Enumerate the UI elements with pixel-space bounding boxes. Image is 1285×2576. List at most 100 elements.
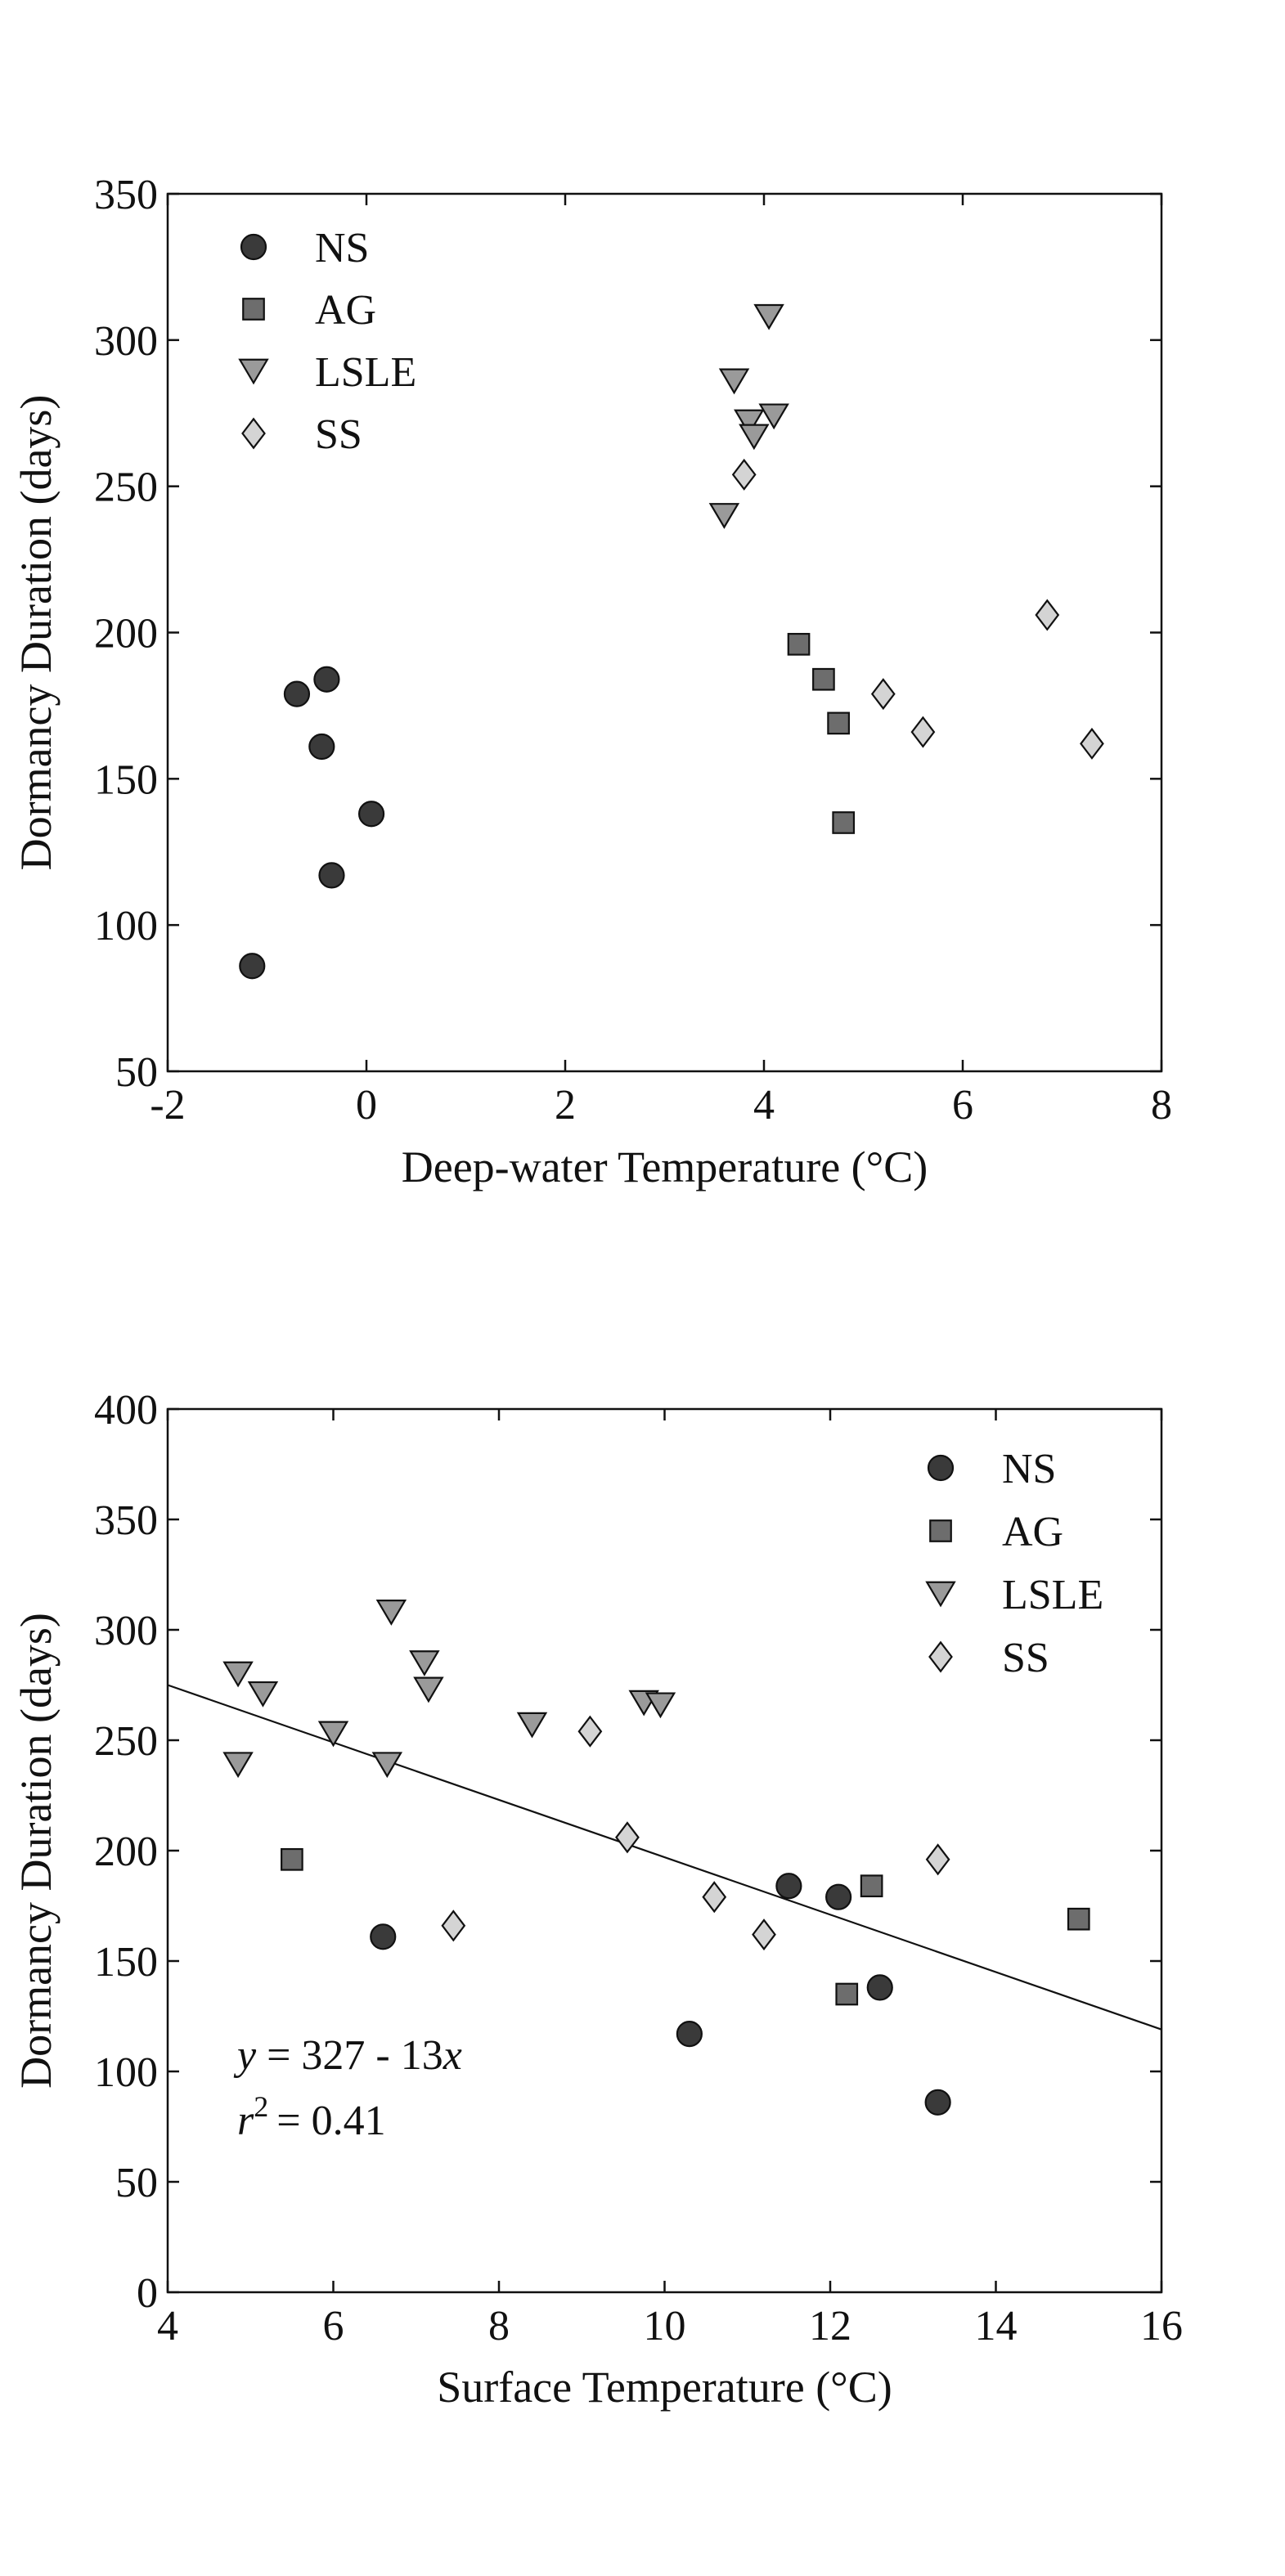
y-tick-label: 350 <box>94 172 158 218</box>
data-point-lsle <box>409 1650 440 1676</box>
legend-marker-lsle <box>925 1581 956 1608</box>
legend-label-ag: AG <box>1002 1509 1063 1555</box>
x-tick-label: 4 <box>157 2303 178 2349</box>
data-point-ns <box>318 862 345 889</box>
series-ag <box>787 632 856 834</box>
series-ss <box>731 458 1104 760</box>
x-tick-label: 6 <box>952 1082 973 1129</box>
x-axis-title: Surface Temperature (°C) <box>437 2363 892 2412</box>
data-point-lsle <box>317 1721 349 1748</box>
y-tick-label: 200 <box>94 611 158 657</box>
legend-marker-ns <box>927 1454 955 1482</box>
data-point-ag <box>832 811 856 834</box>
legend: NS AG LSLE SS <box>238 225 416 458</box>
data-point-lsle <box>516 1712 548 1739</box>
y-axis-title: Dormancy Duration (days) <box>11 395 61 871</box>
y-tick-label: 100 <box>94 903 158 949</box>
y-tick-label: 50 <box>115 2160 158 2206</box>
series-ns <box>370 1873 951 2116</box>
data-point-ns <box>924 2089 951 2116</box>
data-point-ss <box>1035 599 1060 631</box>
data-point-ns <box>866 1974 893 2001</box>
x-tick-label: 8 <box>488 2303 510 2349</box>
data-point-ag <box>835 1982 859 2006</box>
data-point-ss <box>615 1821 640 1854</box>
data-point-lsle <box>718 368 750 395</box>
y-tick-label: 300 <box>94 1608 158 1654</box>
x-tick-label: 14 <box>975 2303 1018 2349</box>
data-point-ns <box>283 680 311 707</box>
series-ns <box>239 666 385 980</box>
legend-label-ns: NS <box>1002 1446 1056 1492</box>
data-point-ss <box>925 1843 950 1876</box>
legend-marker-ag <box>242 298 265 321</box>
x-tick-label: 16 <box>1140 2303 1183 2349</box>
data-point-ag <box>827 711 850 735</box>
data-point-ss <box>752 1919 776 1951</box>
data-point-lsle <box>645 1692 676 1719</box>
data-point-lsle <box>734 409 765 436</box>
y-tick-label: 250 <box>94 464 158 511</box>
chart-surface: 4 6 8 10 12 14 16 0 50 100 150 200 250 300 350 400 Surfa… <box>11 1387 1183 2412</box>
x-tick-label: 0 <box>356 1082 377 1129</box>
series-ss <box>441 1715 950 1951</box>
y-tick-label: 400 <box>94 1387 158 1434</box>
legend-label-lsle: LSLE <box>315 349 416 396</box>
data-point-lsle <box>708 503 740 529</box>
data-point-ss <box>702 1881 727 1914</box>
series-lsle <box>708 303 789 529</box>
y-tick-label: 250 <box>94 1718 158 1765</box>
chart-deep-water: -2 0 2 4 6 8 50 100 150 200 250 300 350 Deep-water Te… <box>11 172 1172 1192</box>
legend-label-ss: SS <box>1002 1635 1049 1681</box>
data-point-ss <box>870 678 896 711</box>
data-point-ss <box>577 1715 603 1748</box>
legend: NS AG LSLE SS <box>925 1446 1103 1681</box>
legend-marker-ss <box>241 417 266 450</box>
data-point-ns <box>370 1923 397 1950</box>
legend-marker-ag <box>929 1519 952 1542</box>
y-tick-label: 350 <box>94 1497 158 1544</box>
data-point-ss <box>910 716 936 748</box>
data-point-ns <box>308 733 335 761</box>
data-point-ns <box>313 666 340 693</box>
x-tick-label: 4 <box>753 1082 775 1129</box>
data-point-ss <box>441 1910 466 1942</box>
data-point-ns <box>825 1883 852 1910</box>
data-point-lsle <box>413 1676 444 1703</box>
data-point-ss <box>731 458 757 491</box>
x-tick-label: 2 <box>555 1082 576 1129</box>
x-tick-label: 12 <box>809 2303 851 2349</box>
y-tick-label: 100 <box>94 2049 158 2096</box>
data-point-ns <box>239 953 266 980</box>
data-point-ag <box>860 1874 883 1898</box>
y-tick-label: 300 <box>94 318 158 365</box>
x-tick-label: 6 <box>323 2303 344 2349</box>
data-point-lsle <box>375 1600 407 1626</box>
r-squared: r2 = 0.41 <box>237 2090 386 2144</box>
y-tick-label: 150 <box>94 1939 158 1986</box>
y-tick-label: 50 <box>115 1049 158 1096</box>
series-ag <box>281 1847 1090 2006</box>
data-point-lsle <box>247 1681 279 1708</box>
data-point-ss <box>1080 727 1104 760</box>
data-point-lsle <box>739 424 770 451</box>
data-point-ns <box>676 2021 703 2048</box>
x-tick-label: 8 <box>1151 1082 1172 1129</box>
x-axis-title: Deep-water Temperature (°C) <box>402 1142 928 1192</box>
data-point-ns <box>357 801 385 828</box>
legend-label-ns: NS <box>315 225 369 272</box>
data-point-lsle <box>371 1752 403 1779</box>
data-point-ag <box>1067 1907 1090 1931</box>
series-lsle <box>222 1600 676 1779</box>
y-tick-label: 200 <box>94 1829 158 1875</box>
data-point-ag <box>812 667 835 691</box>
y-axis-title: Dormancy Duration (days) <box>11 1613 61 2089</box>
data-point-lsle <box>222 1661 254 1688</box>
legend-label-ag: AG <box>315 287 376 334</box>
regression-line <box>167 1684 1162 2031</box>
data-point-lsle <box>758 403 789 430</box>
data-point-ag <box>787 632 811 656</box>
legend-marker-lsle <box>238 358 269 385</box>
x-tick-label: 10 <box>644 2303 686 2349</box>
